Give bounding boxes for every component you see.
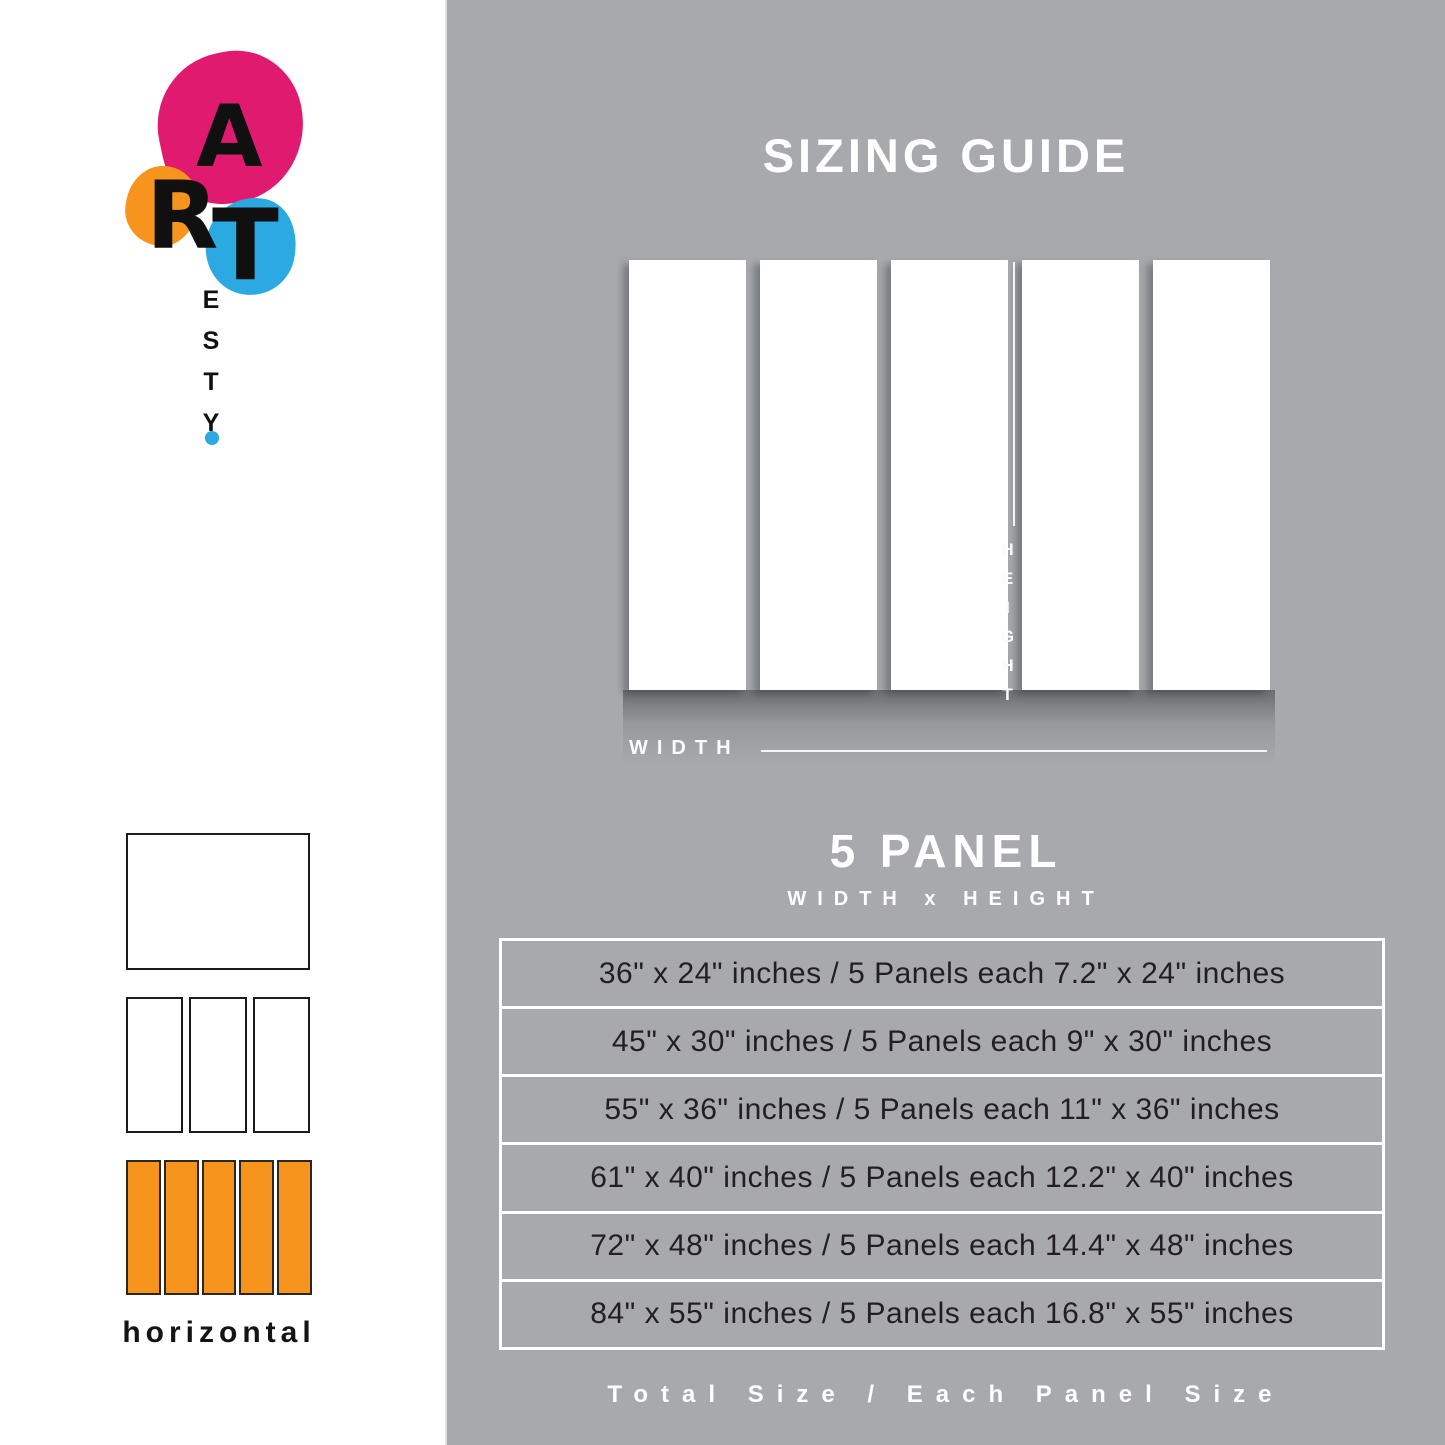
thumb-5-panel-bar xyxy=(277,1160,312,1295)
size-table-row: 45" x 30" inches / 5 Panels each 9" x 30… xyxy=(502,1009,1382,1075)
diagram-panel xyxy=(891,260,1008,690)
diagram-panel xyxy=(760,260,877,690)
logo-letter-a: A xyxy=(196,87,263,187)
diagram-panel xyxy=(1153,260,1270,690)
artesty-logo: A R T ESTY xyxy=(0,0,445,460)
thumb-3-panel-bar xyxy=(252,997,310,1133)
main-gray-area: SIZING GUIDE HEIGHT WIDTH 5 PANEL WIDTH … xyxy=(445,0,1445,1445)
size-table-row: 72" x 48" inches / 5 Panels each 14.4" x… xyxy=(502,1213,1382,1279)
size-table: 36" x 24" inches / 5 Panels each 7.2" x … xyxy=(499,938,1385,1350)
size-table-row: 55" x 36" inches / 5 Panels each 11" x 3… xyxy=(502,1077,1382,1143)
thumb-3-panel-bar xyxy=(189,997,247,1133)
width-axis-label: WIDTH xyxy=(629,737,740,759)
size-table-row: 36" x 24" inches / 5 Panels each 7.2" x … xyxy=(502,941,1382,1007)
footer-caption: Total Size / Each Panel Size xyxy=(607,1381,1285,1408)
diagram-panel xyxy=(629,260,746,690)
panel-count-title: 5 PANEL xyxy=(829,825,1063,877)
logo-vertical-text: ESTY xyxy=(197,286,225,450)
width-axis-line xyxy=(761,750,1267,752)
size-table-row: 84" x 55" inches / 5 Panels each 16.8" x… xyxy=(502,1281,1382,1347)
logo-letter-r: R xyxy=(146,162,219,271)
orientation-label: horizontal xyxy=(122,1316,316,1349)
logo-letter-t: T xyxy=(212,189,279,303)
page-title: SIZING GUIDE xyxy=(762,129,1130,182)
thumb-5-panel-bar xyxy=(239,1160,275,1295)
panel-count-subtitle: WIDTH x HEIGHT xyxy=(787,888,1105,910)
logo-blue-dot xyxy=(205,431,219,445)
layout-thumb-3-panel xyxy=(126,997,310,1133)
diagram-panel xyxy=(1022,260,1139,690)
thumb-5-panel-bar xyxy=(163,1160,199,1295)
thumb-5-panel-bar xyxy=(201,1160,237,1295)
layout-thumb-1-panel xyxy=(126,833,310,970)
panel-diagram xyxy=(629,260,1270,690)
layout-thumb-5-panel-selected xyxy=(126,1160,312,1295)
height-axis-line xyxy=(1013,262,1015,526)
size-table-row: 61" x 40" inches / 5 Panels each 12.2" x… xyxy=(502,1145,1382,1211)
height-axis-label: HEIGHT xyxy=(998,540,1017,714)
thumb-5-panel-bar xyxy=(126,1160,161,1295)
thumb-3-panel-bar xyxy=(126,997,184,1133)
